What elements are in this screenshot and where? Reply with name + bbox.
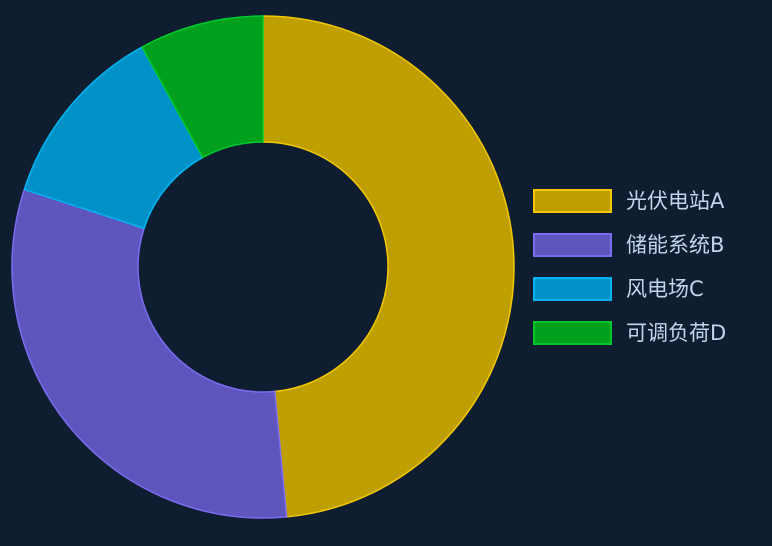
donut-slice-1[interactable] [12, 189, 287, 518]
legend-item-1[interactable]: 储能系统B [533, 231, 726, 259]
legend-swatch [533, 233, 612, 257]
legend-item-3[interactable]: 可调负荷D [533, 319, 726, 347]
legend-item-2[interactable]: 风电场C [533, 275, 726, 303]
legend-label: 储能系统B [626, 231, 724, 259]
legend-swatch [533, 189, 612, 213]
legend-swatch [533, 277, 612, 301]
legend-label: 风电场C [626, 275, 704, 303]
legend: 光伏电站A 储能系统B 风电场C 可调负荷D [533, 187, 726, 363]
legend-label: 光伏电站A [626, 187, 724, 215]
legend-item-0[interactable]: 光伏电站A [533, 187, 726, 215]
legend-swatch [533, 321, 612, 345]
legend-label: 可调负荷D [626, 319, 726, 347]
donut-slice-0[interactable] [263, 16, 514, 517]
